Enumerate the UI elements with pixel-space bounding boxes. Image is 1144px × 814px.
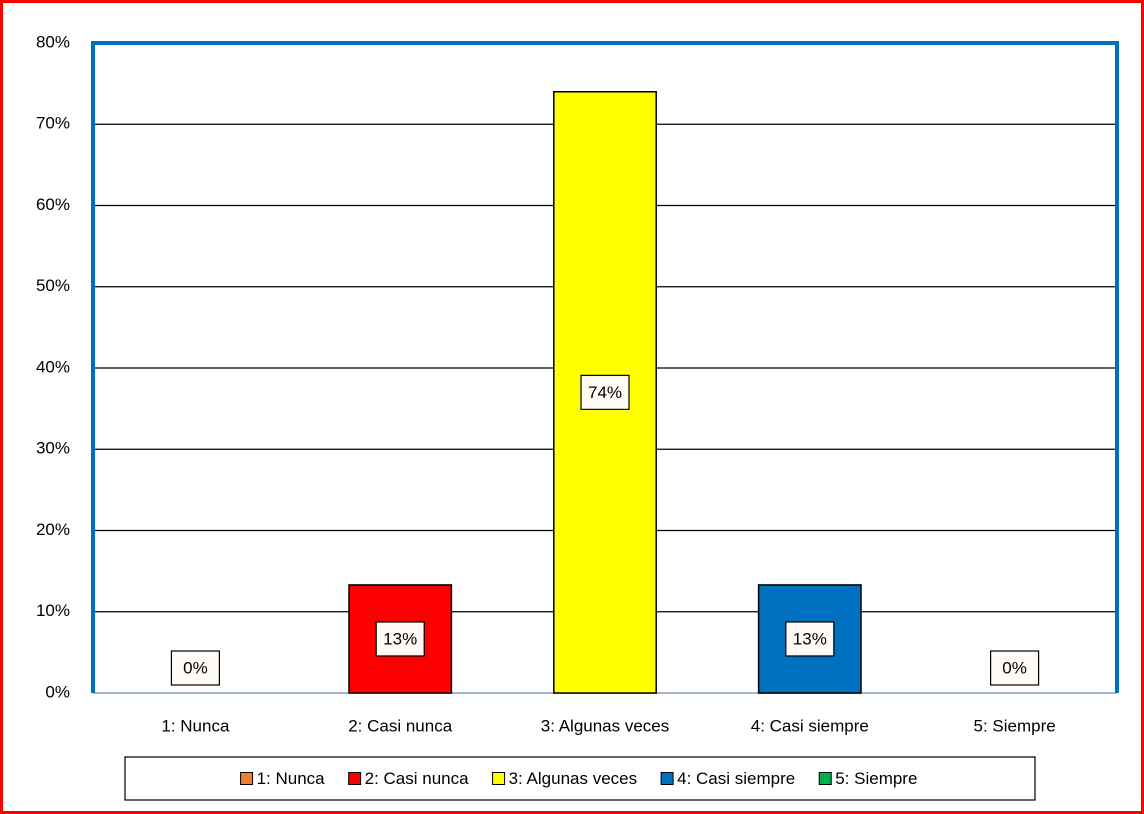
y-tick-label: 50%	[36, 276, 70, 295]
legend-box	[124, 756, 1036, 801]
y-tick-label: 40%	[36, 357, 70, 376]
x-tick-label: 4: Casi siempre	[751, 716, 869, 735]
plot-border	[91, 41, 1119, 693]
data-label: 0%	[1002, 658, 1027, 677]
y-tick-label: 10%	[36, 601, 70, 620]
legend-label: 3: Algunas veces	[509, 769, 638, 788]
data-label-box	[580, 374, 630, 410]
data-label: 13%	[383, 629, 417, 648]
legend-swatch	[348, 772, 362, 785]
legend-label: 2: Casi nunca	[365, 769, 469, 788]
data-label-box	[375, 621, 425, 657]
legend-label: 4: Casi siempre	[677, 769, 795, 788]
data-label-box	[785, 621, 835, 657]
legend-label: 1: Nunca	[257, 769, 326, 788]
data-label: 74%	[588, 383, 622, 402]
x-tick-label: 2: Casi nunca	[348, 716, 452, 735]
data-label-box	[989, 650, 1040, 686]
legend-swatch	[660, 772, 674, 785]
y-tick-label: 80%	[36, 32, 70, 51]
y-tick-label: 70%	[36, 114, 70, 133]
data-label: 13%	[793, 629, 827, 648]
legend-swatch	[492, 772, 506, 785]
y-tick-label: 20%	[36, 520, 70, 539]
x-tick-label: 1: Nunca	[161, 716, 230, 735]
x-tick-label: 3: Algunas veces	[541, 716, 670, 735]
legend-swatch	[240, 772, 254, 785]
legend-swatch	[818, 772, 832, 785]
y-tick-label: 30%	[36, 439, 70, 458]
bar	[757, 584, 862, 694]
data-label: 0%	[183, 658, 208, 677]
y-tick-label: 0%	[45, 682, 70, 701]
legend-label: 5: Siempre	[835, 769, 917, 788]
y-tick-label: 60%	[36, 195, 70, 214]
data-label-box	[170, 650, 220, 686]
x-tick-label: 5: Siempre	[973, 716, 1055, 735]
